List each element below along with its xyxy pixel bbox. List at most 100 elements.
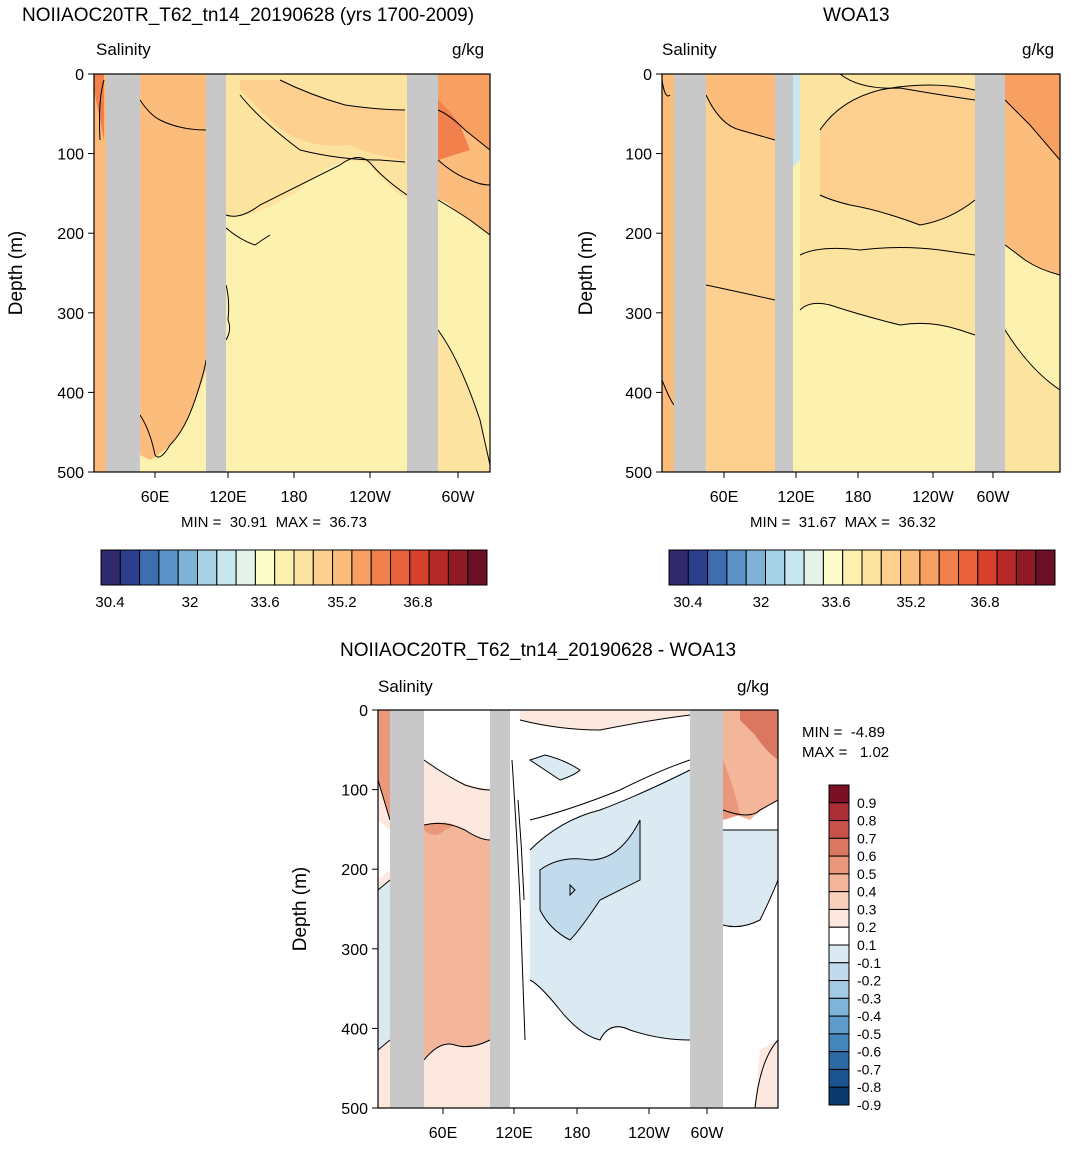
salinity-region bbox=[820, 85, 975, 225]
colorbar-box bbox=[828, 802, 850, 822]
salinity-region bbox=[662, 74, 674, 472]
colorbar-box bbox=[828, 944, 850, 964]
x-tick-label: 180 bbox=[281, 489, 308, 506]
min-max-text: MIN = 31.67 MAX = 36.32 bbox=[750, 514, 936, 531]
y-tick-label: 500 bbox=[625, 465, 652, 482]
x-tick-label: 60E bbox=[141, 489, 169, 506]
difference-region bbox=[424, 823, 490, 1060]
colorbar-box bbox=[467, 549, 488, 586]
salinity-region bbox=[140, 74, 206, 130]
x-tick-label: 60E bbox=[710, 489, 738, 506]
difference-region bbox=[530, 770, 690, 1040]
y-tick-label: 400 bbox=[57, 385, 84, 402]
colorbar-1: 30.4 32 33.6 35.2 36.8 bbox=[95, 549, 488, 611]
colorbar-label: -0.6 bbox=[857, 1044, 881, 1060]
colorbar-label: 0.1 bbox=[857, 937, 877, 953]
salinity-region bbox=[438, 330, 490, 472]
y-tick-label: 0 bbox=[75, 67, 84, 84]
y-axis-label: Depth (m) bbox=[6, 231, 27, 315]
y-tick-label: 400 bbox=[625, 385, 652, 402]
land-mask bbox=[407, 74, 438, 472]
colorbar-labels: 30.4 32 33.6 35.2 36.8 bbox=[673, 594, 999, 611]
colorbar-label: -0.9 bbox=[857, 1097, 881, 1113]
colorbar-labels: 0.9 0.80.7 0.6 0.5 0.40.3 0.2 0.1 -0.1 -0.2-0.3 -… bbox=[857, 795, 881, 1113]
colorbar-box bbox=[828, 1086, 850, 1106]
units-label: g/kg bbox=[737, 677, 770, 696]
x-tick-label: 120W bbox=[628, 1125, 671, 1142]
panel-title: NOIIAOC20TR_T62_tn14_20190628 - WOA13 bbox=[340, 640, 737, 661]
land-mask bbox=[490, 710, 510, 1108]
y-tick-label: 500 bbox=[341, 1101, 368, 1118]
land-mask bbox=[106, 74, 140, 472]
difference-region bbox=[755, 1040, 778, 1108]
y-ticks: 0 100 200 300 400 500 bbox=[625, 67, 662, 482]
colorbar-label: 30.4 bbox=[673, 594, 702, 611]
y-axis-label: Depth (m) bbox=[576, 231, 597, 315]
min-max-text: MIN = 30.91 MAX = 36.73 bbox=[181, 514, 367, 531]
y-tick-label: 400 bbox=[341, 1021, 368, 1038]
colorbar-box bbox=[828, 784, 850, 804]
salinity-region bbox=[140, 74, 206, 460]
y-tick-label: 100 bbox=[625, 147, 652, 164]
land-mask bbox=[690, 710, 723, 1108]
variable-label: Salinity bbox=[378, 677, 433, 696]
x-tick-label: 60W bbox=[442, 489, 476, 506]
colorbar-box bbox=[828, 997, 850, 1017]
y-axis: Depth (m) 0 100 200 300 400 500 bbox=[576, 67, 662, 482]
y-tick-label: 500 bbox=[57, 465, 84, 482]
y-tick-label: 300 bbox=[341, 942, 368, 959]
panel-title: WOA13 bbox=[823, 5, 890, 26]
colorbar-box bbox=[828, 1033, 850, 1053]
colorbar-2: 30.4 32 33.6 35.2 36.8 bbox=[668, 549, 1056, 611]
x-tick-label: 120E bbox=[777, 489, 814, 506]
colorbar-boxes bbox=[100, 549, 488, 586]
colorbar-label: 0.5 bbox=[857, 866, 877, 882]
plot-area bbox=[94, 74, 490, 472]
woa13-salinity-chart: Depth (m) 0 100 200 300 400 500 60E 120E 180 120… bbox=[576, 67, 1061, 506]
salinity-region bbox=[438, 74, 490, 150]
y-axis: Depth (m) 0 100 200 300 400 500 bbox=[290, 703, 378, 1118]
colorbar-boxes bbox=[668, 549, 1056, 586]
colorbar-box bbox=[828, 891, 850, 910]
colorbar-label: 0.3 bbox=[857, 901, 877, 917]
units-label: g/kg bbox=[452, 40, 485, 59]
y-tick-label: 100 bbox=[57, 147, 84, 164]
y-tick-label: 200 bbox=[341, 862, 368, 879]
colorbar-label: 33.6 bbox=[821, 594, 850, 611]
x-tick-label: 60E bbox=[429, 1125, 457, 1142]
colorbar-label: 0.6 bbox=[857, 848, 877, 864]
land-mask bbox=[674, 74, 706, 472]
colorbar-label: 0.7 bbox=[857, 830, 877, 846]
land-mask bbox=[975, 74, 1005, 472]
colorbar-boxes bbox=[828, 784, 850, 1106]
panel-title: NOIIAOC20TR_T62_tn14_20190628 (yrs 1700-… bbox=[22, 5, 475, 26]
colorbar-label: 0.4 bbox=[857, 884, 877, 900]
y-tick-label: 0 bbox=[359, 703, 368, 720]
x-tick-label: 120W bbox=[912, 489, 955, 506]
difference-region bbox=[378, 710, 390, 820]
x-tick-label: 60W bbox=[977, 489, 1011, 506]
colorbar-box bbox=[828, 855, 850, 875]
variable-label: Salinity bbox=[96, 40, 151, 59]
difference-region bbox=[378, 880, 390, 1050]
x-tick-label: 180 bbox=[564, 1125, 591, 1142]
x-tick-label: 180 bbox=[845, 489, 872, 506]
colorbar-label: -0.3 bbox=[857, 990, 881, 1006]
difference-region bbox=[540, 820, 640, 940]
plot-frame bbox=[661, 73, 1061, 473]
salinity-region bbox=[706, 74, 775, 140]
land-mask bbox=[775, 74, 793, 472]
y-ticks: 0 100 200 300 400 500 bbox=[57, 67, 94, 482]
colorbar-box bbox=[828, 1051, 850, 1070]
colorbar-box bbox=[828, 908, 850, 928]
colorbar-box bbox=[1035, 549, 1056, 586]
x-tick-label: 120E bbox=[495, 1125, 532, 1142]
land-mask bbox=[206, 74, 226, 472]
y-tick-label: 200 bbox=[625, 226, 652, 243]
colorbar-label: 36.8 bbox=[970, 594, 999, 611]
x-ticks: 60E 120E 180 120W 60W bbox=[710, 472, 1011, 506]
colorbar-label: 0.2 bbox=[857, 919, 877, 935]
difference-region bbox=[424, 710, 490, 790]
salinity-region bbox=[438, 100, 470, 160]
colorbar-box bbox=[828, 1015, 850, 1035]
